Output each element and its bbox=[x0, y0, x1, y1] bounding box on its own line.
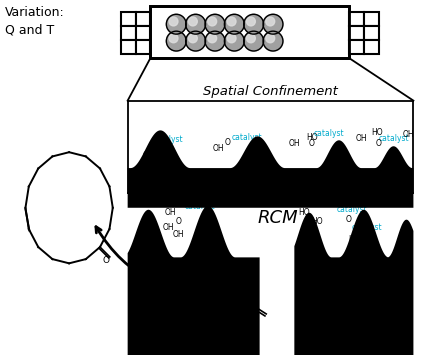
Text: HO: HO bbox=[306, 133, 318, 142]
Text: O: O bbox=[308, 139, 314, 148]
Bar bbox=[349, 26, 364, 40]
Polygon shape bbox=[294, 210, 414, 356]
Text: OH: OH bbox=[143, 151, 154, 160]
Circle shape bbox=[225, 31, 244, 51]
Bar bbox=[349, 40, 364, 54]
Bar bbox=[121, 26, 135, 40]
Circle shape bbox=[227, 34, 236, 43]
Circle shape bbox=[166, 14, 186, 34]
Text: RCM: RCM bbox=[257, 209, 298, 227]
Text: catalyst: catalyst bbox=[231, 133, 262, 142]
Circle shape bbox=[263, 14, 283, 34]
Text: OH: OH bbox=[289, 139, 300, 148]
Text: OH: OH bbox=[162, 223, 174, 232]
Circle shape bbox=[169, 17, 178, 26]
Text: O: O bbox=[346, 215, 352, 224]
Bar bbox=[121, 40, 135, 54]
Polygon shape bbox=[128, 130, 414, 208]
Text: HO: HO bbox=[371, 128, 382, 137]
Bar bbox=[349, 12, 364, 26]
Text: HO: HO bbox=[348, 235, 360, 244]
Bar bbox=[135, 26, 151, 40]
Text: O: O bbox=[103, 256, 110, 265]
Bar bbox=[364, 40, 379, 54]
Text: catalyst: catalyst bbox=[378, 134, 409, 143]
Text: catalyst: catalyst bbox=[185, 202, 215, 211]
Text: O: O bbox=[361, 230, 367, 239]
Circle shape bbox=[208, 34, 216, 43]
Circle shape bbox=[244, 31, 264, 51]
Text: Variation:
Q and T: Variation: Q and T bbox=[5, 6, 65, 36]
Text: O: O bbox=[376, 139, 381, 148]
Text: catalyst: catalyst bbox=[314, 129, 344, 138]
Text: catalyst: catalyst bbox=[153, 135, 184, 144]
Text: OH: OH bbox=[173, 230, 184, 239]
Text: O: O bbox=[225, 138, 231, 147]
Text: catalyst: catalyst bbox=[352, 223, 382, 232]
Text: Spatial Confinement: Spatial Confinement bbox=[203, 85, 338, 98]
Polygon shape bbox=[128, 206, 260, 356]
Text: O: O bbox=[151, 139, 157, 148]
Circle shape bbox=[246, 34, 255, 43]
Bar bbox=[151, 6, 349, 58]
Circle shape bbox=[266, 17, 275, 26]
Text: O: O bbox=[175, 217, 181, 226]
Circle shape bbox=[188, 34, 197, 43]
Circle shape bbox=[244, 14, 264, 34]
Circle shape bbox=[225, 14, 244, 34]
Text: OH: OH bbox=[212, 144, 224, 153]
Circle shape bbox=[246, 17, 255, 26]
Circle shape bbox=[205, 14, 225, 34]
Circle shape bbox=[186, 31, 206, 51]
Circle shape bbox=[205, 31, 225, 51]
Bar bbox=[121, 12, 135, 26]
Circle shape bbox=[263, 31, 283, 51]
Text: 8: 8 bbox=[235, 317, 241, 326]
Text: 8: 8 bbox=[187, 318, 193, 328]
Circle shape bbox=[166, 31, 186, 51]
Text: HO: HO bbox=[311, 217, 323, 226]
Text: HO: HO bbox=[298, 208, 310, 217]
Bar bbox=[135, 40, 151, 54]
Text: O: O bbox=[203, 293, 210, 302]
Circle shape bbox=[208, 17, 216, 26]
Text: O: O bbox=[216, 310, 223, 319]
Bar bbox=[364, 26, 379, 40]
Text: OH: OH bbox=[403, 130, 414, 139]
Circle shape bbox=[227, 17, 236, 26]
Bar bbox=[151, 6, 349, 58]
Circle shape bbox=[266, 34, 275, 43]
Text: OH: OH bbox=[165, 208, 176, 217]
Text: OH: OH bbox=[157, 145, 169, 154]
Text: OH: OH bbox=[356, 134, 368, 143]
Circle shape bbox=[169, 34, 178, 43]
Bar bbox=[364, 12, 379, 26]
Circle shape bbox=[186, 14, 206, 34]
Text: catalyst: catalyst bbox=[337, 205, 367, 214]
Bar bbox=[135, 12, 151, 26]
Circle shape bbox=[188, 17, 197, 26]
